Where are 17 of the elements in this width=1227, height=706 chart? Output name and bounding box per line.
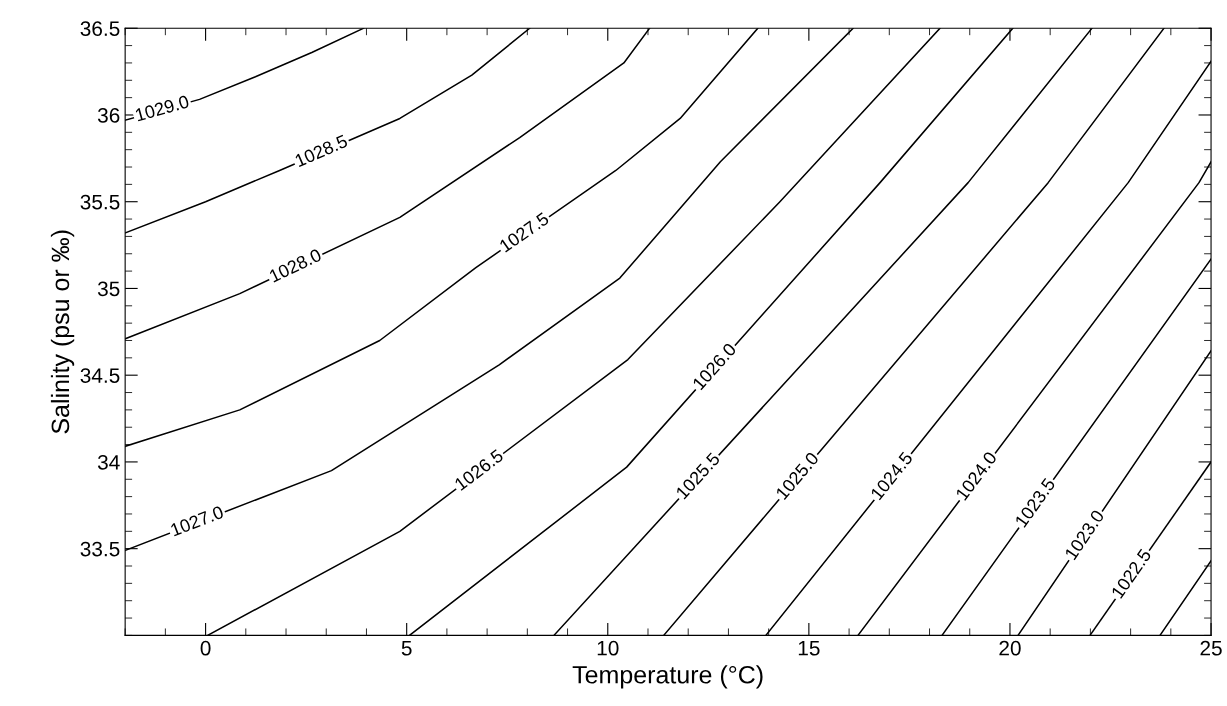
y-tick-label: 35	[97, 281, 120, 297]
x-axis-title: Temperature (°C)	[572, 665, 763, 689]
y-tick-label: 33.5	[80, 541, 120, 557]
x-tick-label: 0	[200, 640, 211, 656]
text: 1027.0	[170, 505, 225, 537]
y-tick-label: 34.5	[80, 368, 120, 383]
x-tick-label: 5	[401, 641, 412, 656]
x-tick-label: 15	[798, 641, 820, 656]
y-tick-label: 36.5	[80, 21, 120, 36]
x-tick-label: 10	[597, 640, 619, 656]
y-tick-label: 34	[97, 454, 120, 470]
x-tick-label: 20	[999, 640, 1021, 656]
text: 1029.0	[134, 94, 190, 122]
y-axis-title: Salinity (psu or ‰)	[50, 230, 75, 434]
y-tick-label: 36	[97, 107, 120, 123]
x-tick-label: 25	[1200, 640, 1222, 656]
y-tick-label: 35.5	[80, 194, 120, 210]
